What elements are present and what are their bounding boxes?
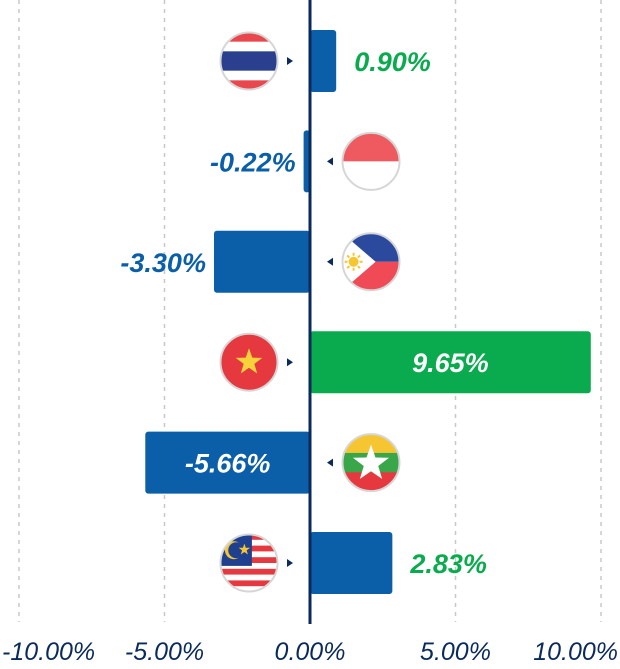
thailand-flag-icon [219,31,279,91]
pointer-icon [327,157,333,166]
x-axis-ticks: -10.00% -5.00% 0.00% 5.00% 10.00% [2,638,618,666]
value-label: -5.66% [185,449,271,479]
bar-vietnam [310,331,591,394]
pointer-icon [287,57,293,65]
indonesia-flag-icon [341,131,401,191]
value-label: 9.65% [412,348,489,378]
vietnam-flag-icon [219,332,279,392]
value-label: 0.90% [354,47,431,77]
x-tick-label: 5.00% [420,638,491,666]
value-label: 2.83% [409,549,487,579]
bar-thailand [310,30,337,92]
pointer-icon [327,458,333,467]
bar-myanmar [145,431,310,494]
bar-malaysia [310,532,393,594]
value-label: -3.30% [120,248,206,278]
x-tick-label: 10.00% [533,638,618,666]
flags [219,31,401,593]
malaysia-flag-icon [219,533,279,593]
x-tick-label: 0.00% [275,638,346,666]
x-tick-label: -10.00% [2,638,95,666]
pointer-icon [287,358,293,367]
bar-indonesia [303,130,310,193]
bars [145,30,591,594]
pointer-icon [327,257,333,266]
value-labels: 0.90% -0.22% -3.30% 9.65% -5.66% 2.83% [120,47,488,579]
bar-philippines [213,230,310,293]
value-label: -0.22% [210,147,296,177]
philippines-flag-icon [341,232,401,292]
x-tick-label: -5.00% [125,638,204,666]
pointer-icon [287,559,293,567]
myanmar-flag-icon [341,433,401,493]
